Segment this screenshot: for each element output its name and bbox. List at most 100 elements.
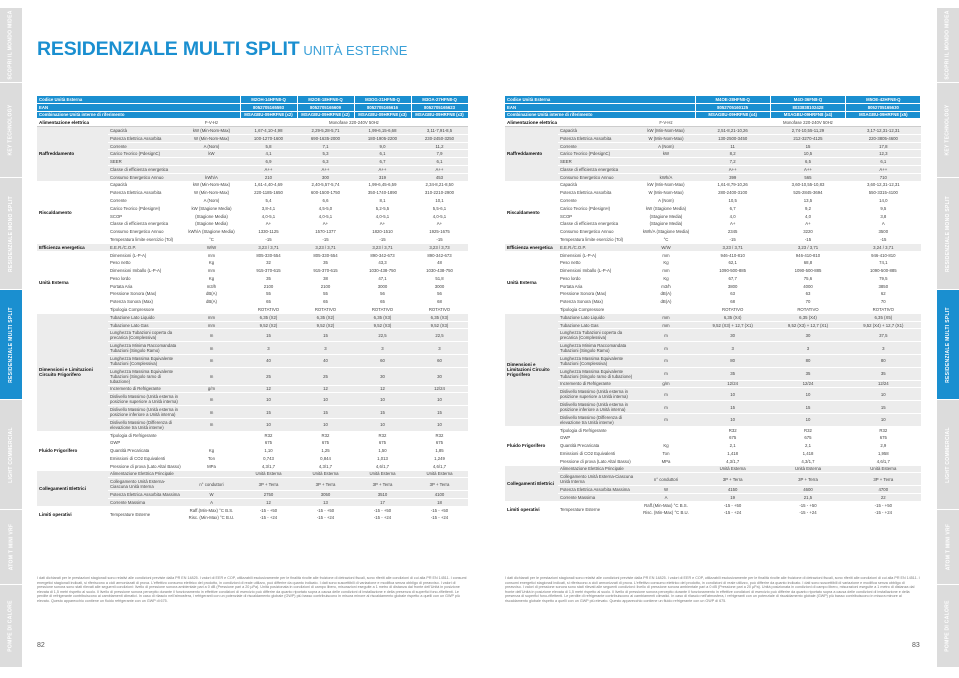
param-label: Collegamento Unità Esterna-Ciascuna Unit… xyxy=(108,477,183,492)
side-tab-scopri-il-mondo-midea[interactable]: SCOPRI IL MONDO MIDEA xyxy=(0,8,22,83)
unit-label xyxy=(183,431,240,440)
cell-value: 9,52 (X2) xyxy=(297,321,354,330)
param-label: GWP xyxy=(108,438,183,448)
param-label: Tipologia di Refrigerante xyxy=(108,431,183,440)
table-row: Tubazione Lato Gas mm 9,52 (X2) 9,52 (X2) 9,… xyxy=(37,321,468,330)
cell-value: 15 xyxy=(240,328,297,343)
table-row: Efficienza energetica E.E.R./C.O.P. W/W 3,2… xyxy=(505,243,921,252)
param-label: Pressione di prova (Lato Alta/ Basso) xyxy=(558,457,637,466)
cell-value: 675 xyxy=(695,433,771,443)
unit-label: MPa xyxy=(637,457,695,466)
cell-value: 3,23 / 3,71 xyxy=(240,243,297,252)
unit-label: W xyxy=(637,485,695,494)
table-row: Dimensioni e Limitazioni Circuito Frigor… xyxy=(37,313,468,432)
table-row: Classe di efficienza energetica (Stagione… xyxy=(37,220,468,229)
cell-value: 22 xyxy=(845,493,921,502)
table-row: Corrente A (Nom) 5,4 6,6 8,1 10,1 xyxy=(37,196,468,205)
cell-value: 21,5 xyxy=(770,493,846,502)
unit-label: kWh/A (Stagione Media) xyxy=(637,227,695,237)
unit-label: m xyxy=(637,413,695,427)
cell-value: 3,8-4,1 xyxy=(240,204,297,213)
cell-value: 890-342-673 xyxy=(411,251,468,260)
unit-label: m xyxy=(183,392,240,407)
cell-value: 10 xyxy=(695,413,771,427)
cell-value: 805-330-554 xyxy=(240,251,297,260)
cell-value: 4,6/1,7 xyxy=(411,462,468,471)
table-row: Incremento di Refrigerante g/m 12 12 12 12/24 xyxy=(37,385,468,394)
cell-value: 3,11-7,91-8,5 xyxy=(411,126,468,135)
cell-value: 9,52 (X4) + 12,7 (X1) xyxy=(845,321,921,330)
page-number-right: 83 xyxy=(912,642,920,649)
cell-value: -15 - +50 xyxy=(845,501,921,510)
cell-value: 4,5-5,0 xyxy=(297,204,354,213)
unit-label: mm xyxy=(637,251,695,260)
cell-value: 3000 xyxy=(411,282,468,291)
param-label: Peso lordo xyxy=(108,274,183,283)
cell-value: 12/24 xyxy=(845,380,921,389)
side-tab-atom-t-mini-vrf[interactable]: ATOM T MINI VRF xyxy=(0,510,22,585)
cell-value: 1,50 xyxy=(354,446,411,456)
cell-value: 0,743 xyxy=(240,454,297,463)
cell-value: 10,5 xyxy=(695,196,771,205)
group-label: Efficienza energetica xyxy=(37,243,108,252)
cell-value: 62,1 xyxy=(695,258,771,268)
side-tab-pompe-di-calore[interactable]: POMPE DI CALORE xyxy=(937,585,959,668)
cell-value: 2100 xyxy=(240,282,297,291)
param-label: SEER xyxy=(558,157,637,167)
param-label: SCOP xyxy=(558,212,637,221)
unit-label: mm xyxy=(637,266,695,275)
cell-value: 3,60-10,55-10,83 xyxy=(770,181,846,190)
table-row: Carico Teorico (PdesignC) kW 4,1 5,3 6,1 7,9 xyxy=(37,149,468,159)
side-tab-scopri-il-mondo-midea[interactable]: SCOPRI IL MONDO MIDEA xyxy=(937,8,959,83)
side-tab-key-technology[interactable]: KEY TECHNOLOGY xyxy=(0,83,22,178)
side-tab-atom-t-mini-vrf[interactable]: ATOM T MINI VRF xyxy=(937,510,959,585)
table-row: Potenza Elettrica Assorbita W (Min-Nom-Ma… xyxy=(505,188,921,198)
unit-label: m xyxy=(637,387,695,402)
cell-value: 4150 xyxy=(695,485,771,494)
table-row: Corrente Massima A 12 13 17 18 xyxy=(37,498,468,507)
side-tab-label: KEY TECHNOLOGY xyxy=(945,104,951,156)
table-row: Riscaldamento Capacità kW (Min-Nom-Max) 1,6… xyxy=(37,181,468,244)
group-label: Limiti operativi xyxy=(37,506,108,523)
side-tab-residenziale-mono-split[interactable]: RESIDENZIALE MONO SPLIT xyxy=(0,178,22,290)
unit-label: Kg xyxy=(637,441,695,451)
param-label: Incremento di Refrigerante xyxy=(558,380,637,389)
footnote-left: I dati dichiarati per le prestazioni sta… xyxy=(37,576,467,603)
side-tab-label: LIGHT COMMERCIAL xyxy=(945,426,952,483)
cell-value: 3,8 xyxy=(845,212,921,221)
cell-value: 22,5 xyxy=(354,328,411,343)
cell-value: 2,1 xyxy=(770,441,846,451)
unit-label: (Stagione Media) xyxy=(637,220,695,229)
cell-value: 1,958 xyxy=(845,449,921,458)
cell-value: A++ xyxy=(240,165,297,174)
side-tab-light-commercial[interactable]: LIGHT COMMERCIAL xyxy=(937,400,959,510)
cell-value: 4700 xyxy=(845,485,921,494)
cell-value: 12 xyxy=(240,385,297,394)
side-tab-light-commercial[interactable]: LIGHT COMMERCIAL xyxy=(0,400,22,510)
cell-value: 6,35 (X4) xyxy=(695,313,771,322)
param-label: Pressione Sonora (Max) xyxy=(108,290,183,299)
cell-value: 15 xyxy=(354,405,411,419)
cell-value: 3P + Terra xyxy=(845,472,921,487)
cell-value: 11,2 xyxy=(411,142,468,151)
side-tab-residenziale-multi-split[interactable]: RESIDENZIALE MULTI SPLIT xyxy=(0,290,22,400)
table-row: Limiti operativi Temperature Esterne Raff.… xyxy=(37,506,468,523)
cell-value: 3 xyxy=(240,341,297,355)
cell-value: 9,52 (X3) xyxy=(411,321,468,330)
cell-value: 3,23 / 3,73 xyxy=(411,243,468,252)
side-tab-residenziale-mono-split[interactable]: RESIDENZIALE MONO SPLIT xyxy=(937,178,959,290)
table-row: Dislivello Massimo (Unità esterna in pos… xyxy=(37,405,468,419)
param-label: Classe di efficienza energetica xyxy=(108,220,183,229)
table-row: Pressione di prova (Lato Alta/ Basso) MPa… xyxy=(505,457,921,466)
footnote-right: I dati dichiarati per le prestazioni sta… xyxy=(505,576,920,603)
side-tab-residenziale-multi-split[interactable]: RESIDENZIALE MULTI SPLIT xyxy=(937,290,959,400)
side-tab-pompe-di-calore[interactable]: POMPE DI CALORE xyxy=(0,585,22,668)
cell-value: 6,3 xyxy=(297,157,354,167)
cell-value: 3 xyxy=(770,341,846,355)
side-tab-key-technology[interactable]: KEY TECHNOLOGY xyxy=(937,83,959,178)
cell-value: -15 - +24 xyxy=(695,509,771,518)
cell-value: 4,3/1,7 xyxy=(297,462,354,471)
param-label: Consumo Energetico Annuo xyxy=(558,227,637,237)
unit-label: Kg xyxy=(637,274,695,283)
cell-value: Unità Esterna xyxy=(411,470,468,479)
